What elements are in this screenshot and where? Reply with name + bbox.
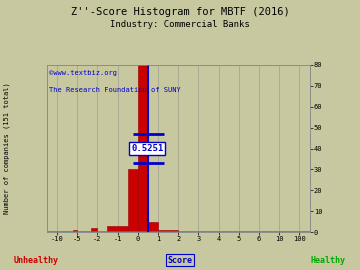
Text: Healthy: Healthy xyxy=(310,256,345,265)
Text: Industry: Commercial Banks: Industry: Commercial Banks xyxy=(110,20,250,29)
Text: The Research Foundation of SUNY: The Research Foundation of SUNY xyxy=(49,87,181,93)
Text: Unhealthy: Unhealthy xyxy=(14,256,58,265)
Bar xyxy=(128,170,138,232)
Text: Z''-Score Histogram for MBTF (2016): Z''-Score Histogram for MBTF (2016) xyxy=(71,7,289,17)
Bar xyxy=(107,226,128,232)
Text: Number of companies (151 total): Number of companies (151 total) xyxy=(4,83,10,214)
Bar xyxy=(138,65,148,232)
Bar xyxy=(158,230,178,232)
Bar xyxy=(73,230,77,232)
Bar xyxy=(148,222,158,232)
Text: ©www.textbiz.org: ©www.textbiz.org xyxy=(49,70,117,76)
Text: Score: Score xyxy=(167,256,193,265)
Bar xyxy=(91,228,97,232)
Text: 0.5251: 0.5251 xyxy=(131,144,163,153)
